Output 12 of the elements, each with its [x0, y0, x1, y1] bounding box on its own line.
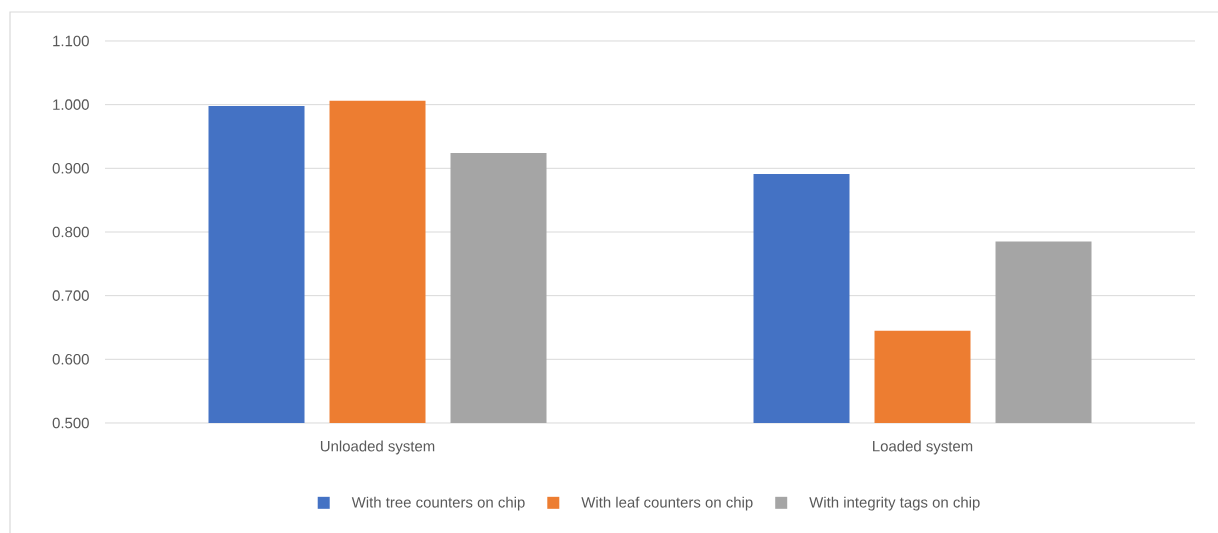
y-tick-label: 0.700	[52, 290, 89, 301]
legend-label: With integrity tags on chip	[809, 496, 980, 511]
y-tick-label: 1.000	[53, 99, 89, 110]
x-tick-label: Loaded system	[873, 440, 973, 455]
y-tick-label: 0.800	[52, 226, 89, 238]
y-tick-label: 0.900	[52, 163, 89, 174]
legend-label: With tree counters on chip	[351, 496, 525, 511]
y-tick-label: 0.600	[52, 354, 89, 365]
y-tick-label: 1.100	[53, 35, 89, 47]
legend-label: With leaf counters on chip	[581, 496, 753, 511]
y-tick-label: 0.500	[52, 417, 89, 429]
x-tick-label: Unloaded system	[320, 440, 435, 455]
